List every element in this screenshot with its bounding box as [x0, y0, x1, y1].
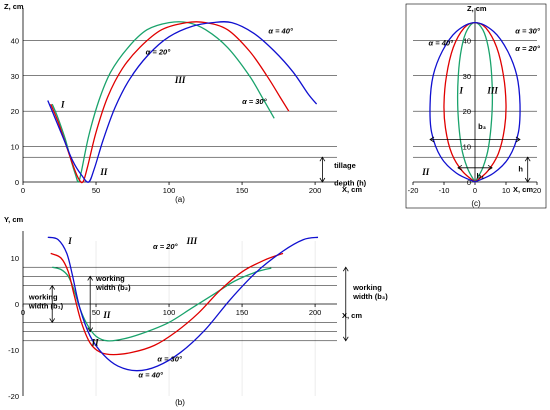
xtick-label-b-4: 200 [309, 308, 322, 317]
arrow-c-b1-head-left [457, 164, 463, 171]
width-label-b-1-1: width (b₂) [95, 283, 131, 292]
arrow-b3-head-top [342, 266, 349, 272]
annotation-a-1: α = 30° [242, 97, 268, 106]
ytick-label-a-1: 10 [11, 143, 19, 152]
ytick-label-c-0: 0 [467, 178, 471, 187]
annotation-b-2: α = 40° [138, 371, 164, 380]
arrow-b3-head-bottom [342, 336, 349, 342]
ylabel-a: Z, cm [4, 2, 24, 11]
ytick-label-b-2: 0 [15, 300, 19, 309]
annotation-b-6: II [91, 337, 100, 347]
caption-b: (b) [175, 398, 185, 407]
caption-c: (c) [471, 199, 481, 208]
ylabel-b: Y, cm [4, 215, 24, 224]
annotation-c-8: h [518, 164, 523, 173]
width-label-b-0-0: working [28, 292, 58, 301]
arrow-c-h-head-top [524, 156, 531, 162]
ytick-label-a-3: 30 [11, 72, 19, 81]
xtick-label-a-3: 150 [236, 186, 249, 195]
xlabel-a: X, cm [342, 185, 362, 194]
annotation-a-6: tillage [334, 161, 356, 170]
annotation-b-0: α = 20° [153, 242, 179, 251]
ytick-label-b-1: -10 [8, 346, 19, 355]
series-line-a-0 [51, 21, 275, 183]
annotation-c-5: II [421, 167, 430, 177]
annotation-c-7: b₁ [477, 171, 485, 180]
caption-a: (a) [175, 195, 185, 204]
annotation-c-0: α = 40° [429, 39, 455, 48]
arrow-c-h-head-bottom [524, 177, 531, 183]
width-label-b-2-0: working [352, 283, 382, 292]
ytick-label-a-2: 20 [11, 107, 19, 116]
xtick-label-a-0: 0 [21, 186, 25, 195]
panel-b-width-chart: 0 50 100 150 200 -20 -10 0 10 Y, cm X, cm α = 20° α … [4, 215, 388, 407]
width-label-b-1-0: working [95, 274, 125, 283]
annotation-c-1: α = 30° [515, 26, 541, 35]
ytick-label-a-4: 40 [11, 36, 19, 45]
ytick-label-b-3: 10 [11, 254, 19, 263]
xtick-label-c-4: 20 [533, 186, 541, 195]
xtick-label-b-2: 100 [163, 308, 176, 317]
arrow-c-b3-head-left [429, 136, 435, 143]
annotation-a-3: I [60, 100, 65, 110]
xtick-label-a-4: 200 [309, 186, 322, 195]
panel-c-frame [405, 3, 547, 209]
series-line-a-1 [50, 21, 290, 184]
ylabel-c: Z, cm [467, 4, 487, 13]
xtick-label-c-3: 10 [502, 186, 510, 195]
annotation-c-3: I [459, 85, 464, 95]
annotation-b-1: α = 30° [157, 355, 183, 364]
xlabel-c: X, cm [513, 185, 533, 194]
panel-a-tillage-height-chart: 0 50 100 150 200 0 10 20 30 40 Z, cm X, cm α = 20° α … [4, 2, 367, 204]
series-line-c-2 [429, 21, 521, 183]
xtick-label-a-1: 50 [92, 186, 100, 195]
tillage-depth-arrow-head-top [319, 156, 326, 162]
annotation-a-5: III [174, 75, 186, 85]
width-label-b-2-1: width (b₃) [352, 292, 388, 301]
arrow-b2-head-top [87, 275, 94, 281]
xtick-label-c-2: 0 [473, 186, 477, 195]
xtick-label-b-1: 50 [92, 308, 100, 317]
annotation-a-7: depth (h) [334, 179, 367, 188]
annotation-a-0: α = 20° [146, 48, 172, 57]
ytick-label-c-1: 10 [463, 143, 471, 152]
width-label-b-0-1: width (b₁) [28, 301, 64, 310]
ytick-label-c-3: 30 [463, 72, 471, 81]
annotation-c-6: b₃ [478, 122, 487, 131]
series-line-b-1 [50, 252, 284, 356]
ytick-label-c-4: 40 [463, 36, 471, 45]
annotation-c-4: III [486, 85, 498, 95]
arrow-b1-head-bottom [49, 318, 56, 324]
arrow-b1-head-top [49, 284, 56, 290]
xtick-label-b-3: 150 [236, 308, 249, 317]
ytick-label-c-2: 20 [463, 107, 471, 116]
arrow-b2-head-bottom [87, 327, 94, 333]
annotation-a-2: α = 40° [268, 26, 294, 35]
tillage-depth-arrow-head-bottom [319, 177, 326, 183]
xtick-label-c-1: -10 [439, 186, 450, 195]
series-line-a-2 [47, 21, 318, 183]
arrow-c-b3-head-right [515, 136, 521, 143]
annotation-a-4: II [99, 167, 108, 177]
series-line-b-2 [47, 236, 319, 372]
annotation-b-3: I [67, 236, 72, 246]
annotation-c-2: α = 20° [515, 44, 541, 53]
xtick-label-b-0: 0 [21, 308, 25, 317]
annotation-b-5: III [186, 236, 198, 246]
xtick-label-a-2: 100 [163, 186, 176, 195]
panel-c-frontal-chart: -20 -10 0 10 20 0 10 20 30 40 Z, cm X, cm α = 40° α =… [405, 3, 547, 209]
ytick-label-b-0: -20 [8, 392, 19, 401]
arrow-c-b1-head-right [487, 164, 493, 171]
annotation-b-4: II [102, 310, 111, 320]
xtick-label-c-0: -20 [408, 186, 419, 195]
xlabel-b: X, cm [342, 311, 362, 320]
ytick-label-a-0: 0 [15, 178, 19, 187]
